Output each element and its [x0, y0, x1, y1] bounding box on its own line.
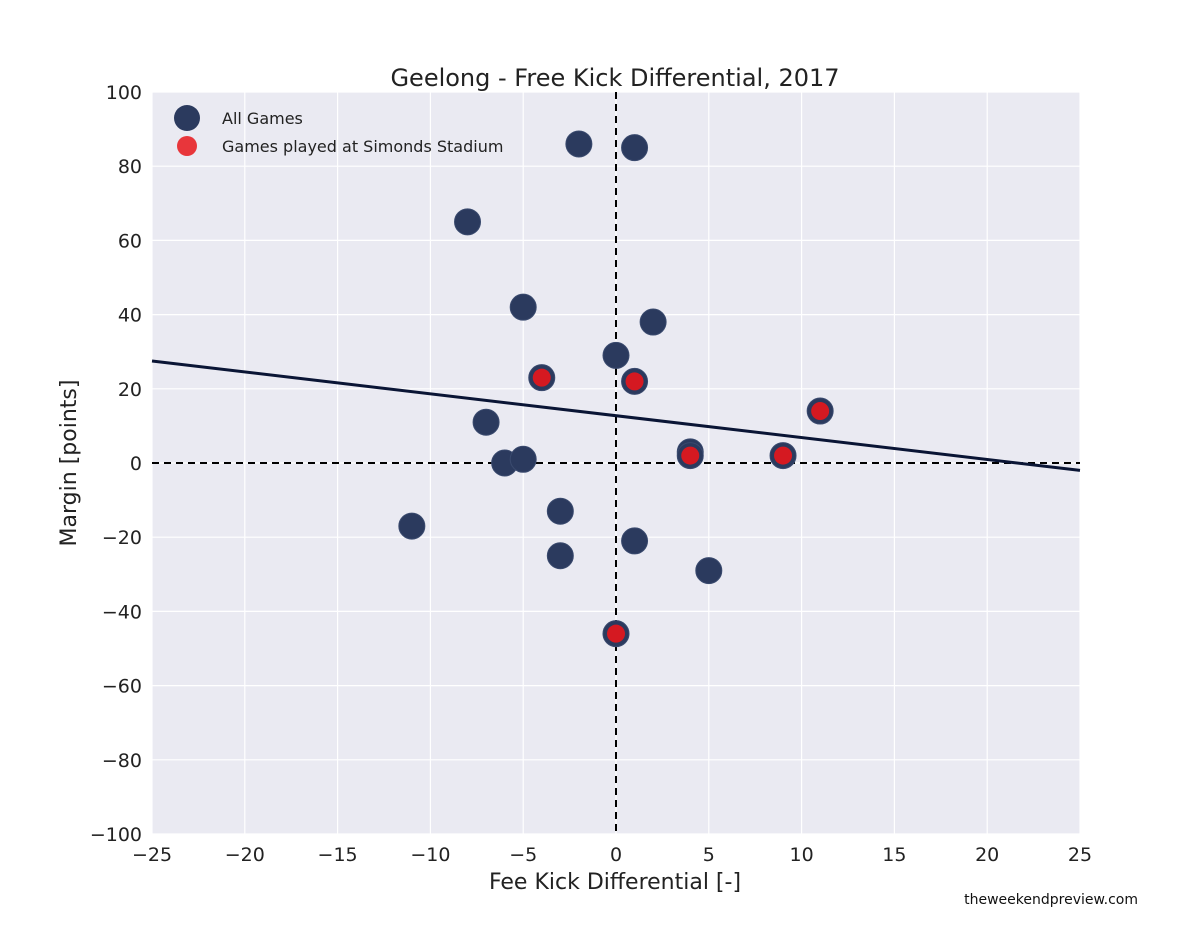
x-tick-label: −10	[410, 844, 450, 866]
x-tick-label: −25	[132, 844, 172, 866]
data-point-all-games	[621, 527, 649, 555]
data-point-home-game	[532, 368, 551, 387]
y-tick-label: −20	[102, 527, 142, 549]
data-point-home-game	[774, 446, 793, 465]
x-tick-label: 15	[882, 844, 906, 866]
x-tick-label: 5	[703, 844, 715, 866]
legend-marker-all-games	[174, 105, 200, 131]
data-point-all-games	[621, 134, 649, 162]
y-tick-label: 100	[106, 82, 142, 104]
chart-title: Geelong - Free Kick Differential, 2017	[390, 64, 839, 92]
data-point-all-games	[695, 557, 723, 585]
data-point-all-games	[509, 445, 537, 473]
legend-label-all-games: All Games	[222, 109, 303, 128]
home-games-points	[532, 368, 830, 643]
data-point-all-games	[546, 542, 574, 570]
y-tick-labels: −100 −80 −60 −40 −20 0 20 40 60 80 100	[90, 82, 142, 846]
data-point-all-games	[454, 208, 482, 236]
legend: All Games Games played at Simonds Stadiu…	[174, 105, 503, 156]
data-point-all-games	[639, 308, 667, 336]
y-tick-label: 0	[130, 453, 142, 475]
y-tick-label: 80	[118, 156, 142, 178]
x-tick-labels: −25 −20 −15 −10 −5 0 5 10 15 20 25	[132, 844, 1092, 866]
x-tick-label: 20	[975, 844, 999, 866]
data-point-all-games	[602, 341, 630, 369]
data-point-all-games	[509, 293, 537, 321]
x-tick-label: 25	[1068, 844, 1092, 866]
y-tick-label: −80	[102, 750, 142, 772]
y-tick-label: −60	[102, 676, 142, 698]
x-tick-label: 10	[790, 844, 814, 866]
x-axis-label: Fee Kick Differential [-]	[489, 870, 741, 895]
x-tick-label: −15	[318, 844, 358, 866]
data-point-home-game	[625, 372, 644, 391]
legend-marker-home-games	[177, 136, 197, 156]
x-tick-label: −5	[509, 844, 537, 866]
y-tick-label: 60	[118, 230, 142, 252]
data-point-home-game	[607, 624, 625, 643]
y-tick-label: −40	[102, 601, 142, 623]
data-point-all-games	[565, 130, 593, 158]
x-tick-label: −20	[225, 844, 265, 866]
data-point-all-games	[398, 512, 426, 540]
data-point-all-games	[546, 497, 574, 525]
data-point-home-game	[681, 446, 700, 465]
y-axis-label: Margin [points]	[57, 380, 82, 547]
source-credit: theweekendpreview.com	[964, 892, 1138, 908]
data-point-all-games	[472, 408, 500, 436]
data-point-home-game	[811, 402, 830, 421]
legend-label-home-games: Games played at Simonds Stadium	[222, 137, 503, 156]
trend-line	[151, 359, 1081, 472]
y-tick-label: 40	[118, 305, 142, 327]
x-tick-label: 0	[610, 844, 622, 866]
reference-lines	[152, 92, 1080, 834]
y-tick-label: 20	[118, 379, 142, 401]
y-tick-label: −100	[90, 824, 142, 846]
